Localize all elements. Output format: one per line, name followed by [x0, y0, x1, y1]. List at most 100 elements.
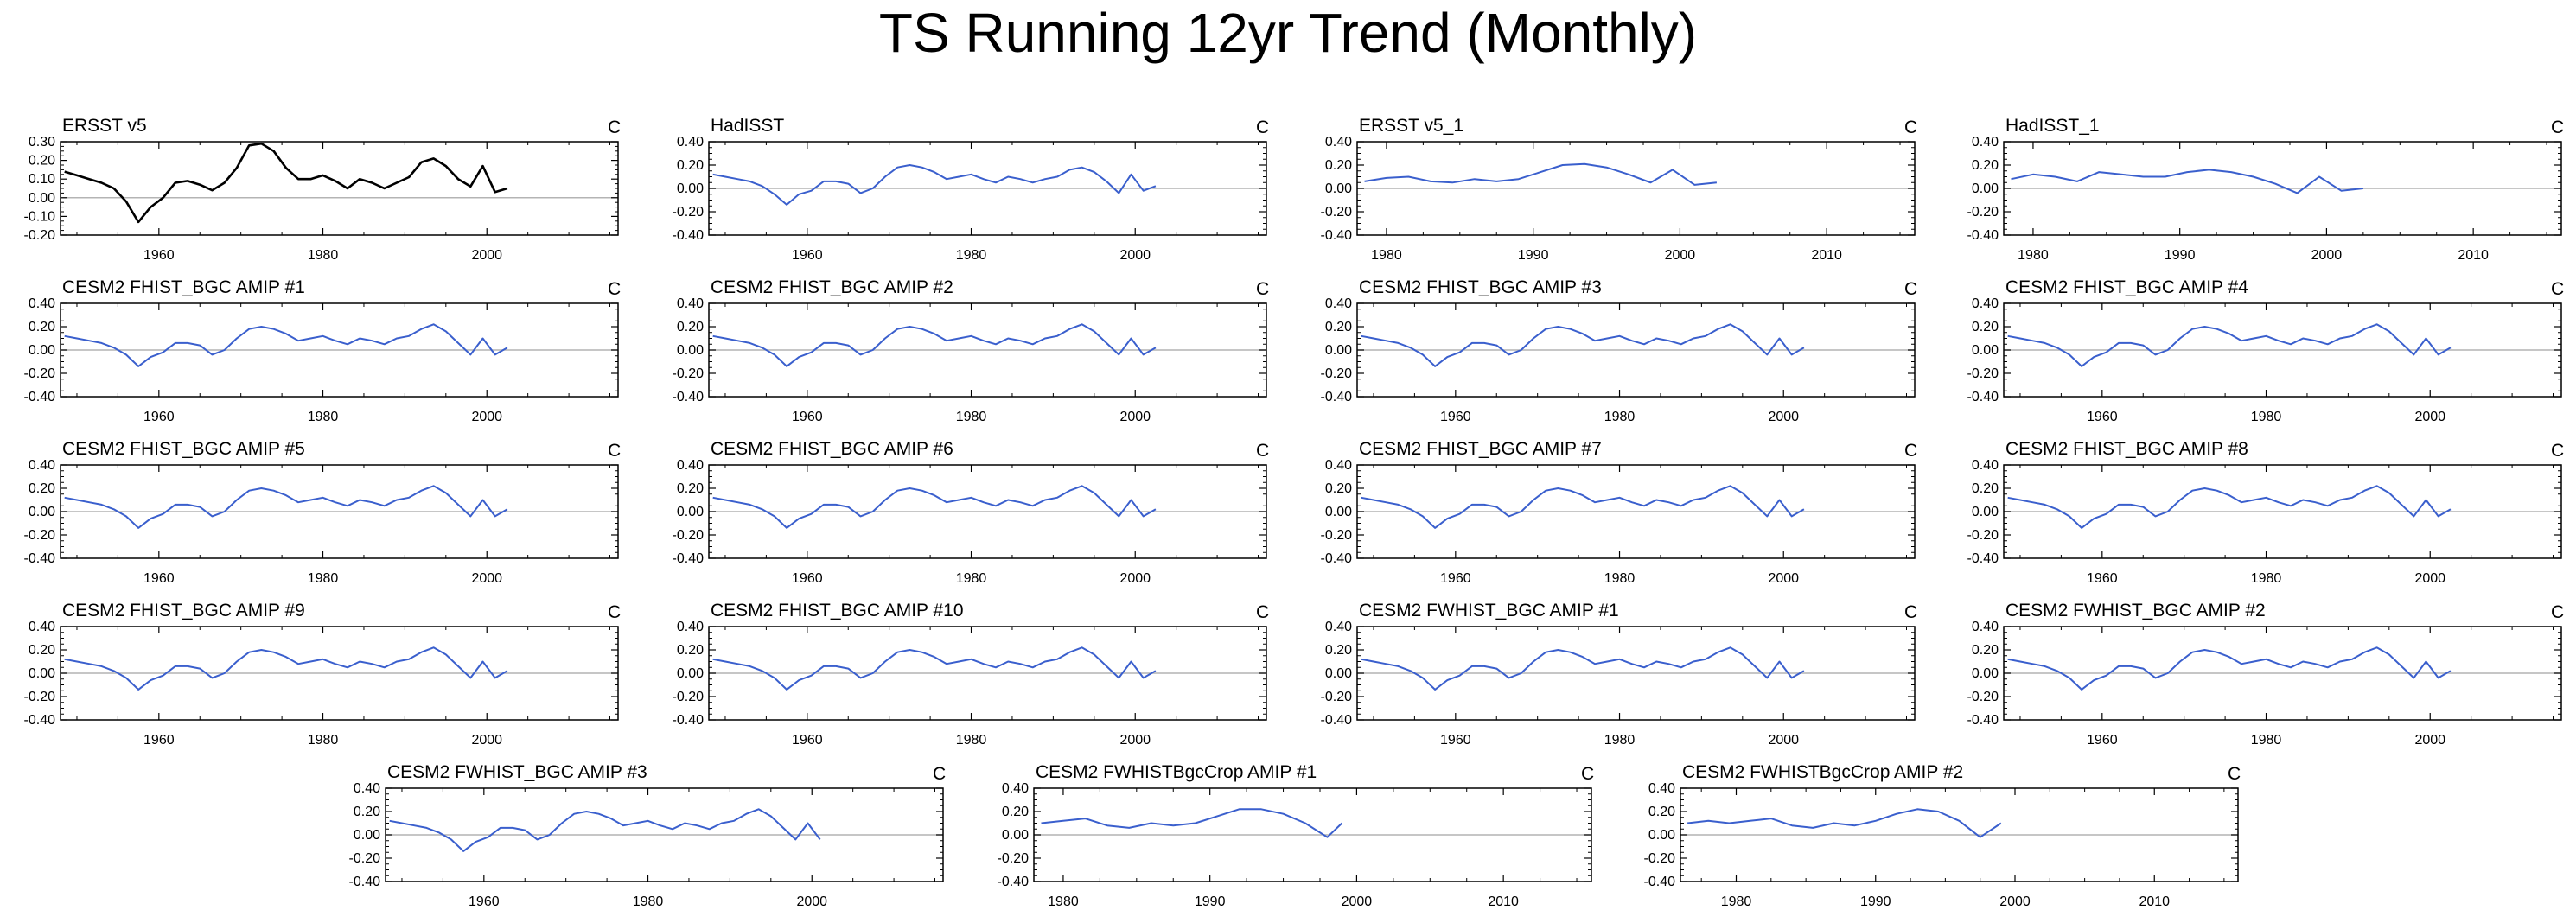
series-line — [389, 808, 821, 852]
xtick-label: 1960 — [2087, 733, 2118, 748]
ytick-label: -0.20 — [1967, 528, 1999, 543]
ytick-label: 0.00 — [1972, 343, 1999, 358]
ytick-label: 0.00 — [1325, 181, 1352, 196]
chart-panel: HadISST C -0.40 -0.20 0.00 0.20 0.40 1960 1980 20… — [673, 116, 1270, 263]
ytick-label: -0.20 — [24, 690, 56, 704]
xtick-label: 1980 — [308, 571, 339, 586]
ytick-label: -0.40 — [24, 551, 56, 566]
ytick-label: 0.00 — [677, 343, 704, 358]
xtick-label: 2000 — [1119, 410, 1151, 424]
series-line — [64, 485, 508, 529]
xtick-label: 1990 — [2165, 248, 2196, 263]
series-line — [712, 485, 1157, 529]
ytick-label: 0.00 — [1325, 505, 1352, 519]
xtick-label: 1980 — [1604, 733, 1636, 748]
series-line — [2007, 646, 2452, 691]
page-title: TS Running 12yr Trend (Monthly) — [878, 2, 1698, 64]
ytick-label: 0.40 — [1325, 296, 1352, 311]
units-label: C — [1256, 441, 1269, 461]
series-line — [1041, 808, 1343, 838]
series-line — [2007, 485, 2452, 529]
xtick-label: 1990 — [1860, 894, 1891, 909]
ytick-label: 0.20 — [29, 154, 55, 169]
ytick-label: -0.20 — [1321, 690, 1353, 704]
ytick-label: 0.40 — [1002, 781, 1029, 796]
xtick-label: 2000 — [1768, 410, 1799, 424]
ytick-label: 0.20 — [29, 320, 55, 334]
xtick-label: 1980 — [956, 410, 987, 424]
panel-title: CESM2 FWHIST_BGC AMIP #1 — [1359, 601, 1619, 621]
ytick-label: -0.40 — [1321, 551, 1353, 566]
chart-panel: ERSST v5_1 C -0.40 -0.20 0.00 0.20 0.40 1980 199… — [1321, 116, 1918, 263]
xtick-label: 1990 — [1518, 248, 1549, 263]
chart-panel: CESM2 FHIST_BGC AMIP #10 C -0.40 -0.20 0.00 0… — [673, 601, 1270, 748]
ytick-label: -0.20 — [1644, 851, 1676, 866]
panel-title: CESM2 FHIST_BGC AMIP #3 — [1359, 277, 1602, 297]
chart-panel: HadISST_1 C -0.40 -0.20 0.00 0.20 0.40 1980 1990… — [1967, 116, 2565, 263]
ytick-label: -0.40 — [1967, 551, 1999, 566]
xtick-label: 1960 — [143, 571, 175, 586]
ytick-label: 0.40 — [677, 296, 704, 311]
ytick-label: -0.20 — [673, 690, 705, 704]
units-label: C — [1904, 441, 1917, 461]
ytick-label: -0.40 — [1321, 228, 1353, 243]
chart-panel: CESM2 FHIST_BGC AMIP #3 C -0.40 -0.20 0.00 0.… — [1321, 277, 1918, 424]
ytick-label: 0.00 — [354, 828, 380, 843]
ytick-label: -0.40 — [349, 875, 381, 889]
xtick-label: 2000 — [1665, 248, 1696, 263]
ytick-label: 0.40 — [1648, 781, 1675, 796]
plot-frame — [60, 141, 619, 236]
ytick-label: 0.30 — [29, 135, 55, 150]
ytick-label: 0.20 — [1325, 481, 1352, 496]
ytick-label: 0.20 — [1325, 320, 1352, 334]
ytick-label: -0.40 — [1321, 713, 1353, 728]
chart-panel: CESM2 FWHISTBgcCrop AMIP #1 C -0.40 -0.20 0.… — [998, 762, 1595, 909]
chart-panel: CESM2 FHIST_BGC AMIP #7 C -0.40 -0.20 0.00 0.… — [1321, 439, 1918, 586]
ytick-label: 0.00 — [1972, 181, 1999, 196]
xtick-label: 1980 — [308, 410, 339, 424]
ytick-label: 0.20 — [1972, 158, 1999, 173]
ytick-label: 0.40 — [1325, 135, 1352, 150]
ytick-label: -0.20 — [1967, 366, 1999, 381]
panel-title: CESM2 FWHIST_BGC AMIP #3 — [387, 762, 647, 782]
ytick-label: -0.20 — [24, 228, 56, 243]
xtick-label: 1960 — [1440, 410, 1471, 424]
panel-title: CESM2 FHIST_BGC AMIP #10 — [711, 601, 964, 621]
ytick-label: -0.20 — [998, 851, 1030, 866]
xtick-label: 2010 — [1811, 248, 1842, 263]
chart-panel: CESM2 FHIST_BGC AMIP #8 C -0.40 -0.20 0.00 0.… — [1967, 439, 2565, 586]
xtick-label: 2000 — [2414, 571, 2445, 586]
units-label: C — [933, 764, 946, 784]
series-line — [64, 646, 508, 691]
panel-title: CESM2 FHIST_BGC AMIP #7 — [1359, 439, 1602, 459]
xtick-label: 2000 — [471, 410, 502, 424]
ytick-label: -0.20 — [24, 366, 56, 381]
ytick-label: 0.00 — [1325, 343, 1352, 358]
xtick-label: 1980 — [308, 248, 339, 263]
ytick-label: 0.40 — [677, 135, 704, 150]
ytick-label: -0.20 — [1321, 366, 1353, 381]
ytick-label: -0.40 — [24, 390, 56, 404]
ytick-label: 0.20 — [677, 158, 704, 173]
ytick-label: -0.40 — [1967, 713, 1999, 728]
chart-panel: ERSST v5 C -0.20 -0.10 0.00 0.10 0.20 0.30 1960 1… — [24, 116, 622, 263]
ytick-label: -0.20 — [1321, 528, 1353, 543]
ytick-label: -0.40 — [673, 551, 705, 566]
xtick-label: 1980 — [956, 733, 987, 748]
units-label: C — [1904, 602, 1917, 622]
ytick-label: -0.20 — [1967, 205, 1999, 220]
series-line — [712, 646, 1157, 691]
chart-panel: CESM2 FHIST_BGC AMIP #9 C -0.40 -0.20 0.00 0.… — [24, 601, 622, 748]
ytick-label: 0.40 — [1972, 135, 1999, 150]
xtick-label: 1980 — [1721, 894, 1752, 909]
panel-title: CESM2 FHIST_BGC AMIP #6 — [711, 439, 953, 459]
ytick-label: 0.00 — [1972, 666, 1999, 681]
ytick-label: -0.20 — [24, 528, 56, 543]
chart-panel: CESM2 FHIST_BGC AMIP #6 C -0.40 -0.20 0.00 0.… — [673, 439, 1270, 586]
chart-panel: CESM2 FHIST_BGC AMIP #4 C -0.40 -0.20 0.00 0.… — [1967, 277, 2565, 424]
xtick-label: 1960 — [143, 733, 175, 748]
xtick-label: 2000 — [471, 571, 502, 586]
panel-title: CESM2 FHIST_BGC AMIP #4 — [2005, 277, 2248, 297]
chart-panel: CESM2 FHIST_BGC AMIP #5 C -0.40 -0.20 0.00 0.… — [24, 439, 622, 586]
